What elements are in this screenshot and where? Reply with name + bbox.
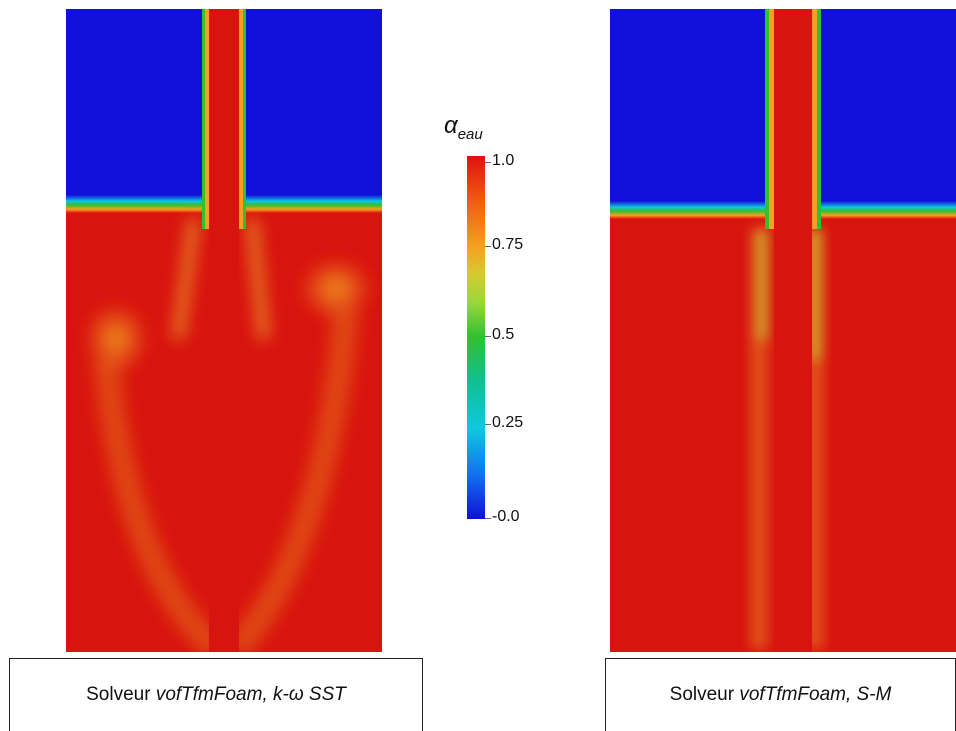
colorbar-gradient bbox=[467, 156, 485, 519]
colorbar-tick bbox=[485, 518, 491, 519]
volume-fraction-map bbox=[66, 9, 382, 652]
colorbar-tick-label: 0.75 bbox=[492, 236, 524, 253]
colorbar-tick bbox=[485, 246, 491, 247]
colorbar-title: αeau bbox=[444, 112, 483, 143]
colorbar-tick-label: 0.5 bbox=[492, 326, 515, 343]
caption-solver: vofTfmFoam, S-M bbox=[739, 684, 892, 705]
simulation-field-s-m bbox=[610, 9, 956, 652]
caption-s-m: Solveur vofTfmFoam, S-M bbox=[605, 658, 956, 731]
colorbar-legend: αeau 1.0 0.75 0.5 0.25 -0.0 bbox=[420, 112, 550, 532]
colorbar-tick bbox=[485, 162, 491, 163]
colorbar-tick-label: -0.0 bbox=[492, 508, 520, 525]
caption-kw-sst: Solveur vofTfmFoam, k-ω SST bbox=[9, 658, 423, 731]
colorbar-tick bbox=[485, 424, 491, 425]
colorbar-subscript: eau bbox=[457, 126, 483, 143]
simulation-field-kw-sst bbox=[66, 9, 382, 652]
caption-prefix: Solveur bbox=[669, 684, 735, 705]
caption-prefix: Solveur bbox=[86, 684, 151, 705]
colorbar-tick-label: 1.0 bbox=[492, 152, 515, 169]
volume-fraction-map bbox=[610, 9, 956, 652]
colorbar-tick bbox=[485, 336, 491, 337]
caption-solver: vofTfmFoam, k-ω SST bbox=[155, 684, 346, 705]
colorbar-symbol: α bbox=[444, 112, 458, 139]
colorbar-tick-label: 0.25 bbox=[492, 414, 524, 431]
